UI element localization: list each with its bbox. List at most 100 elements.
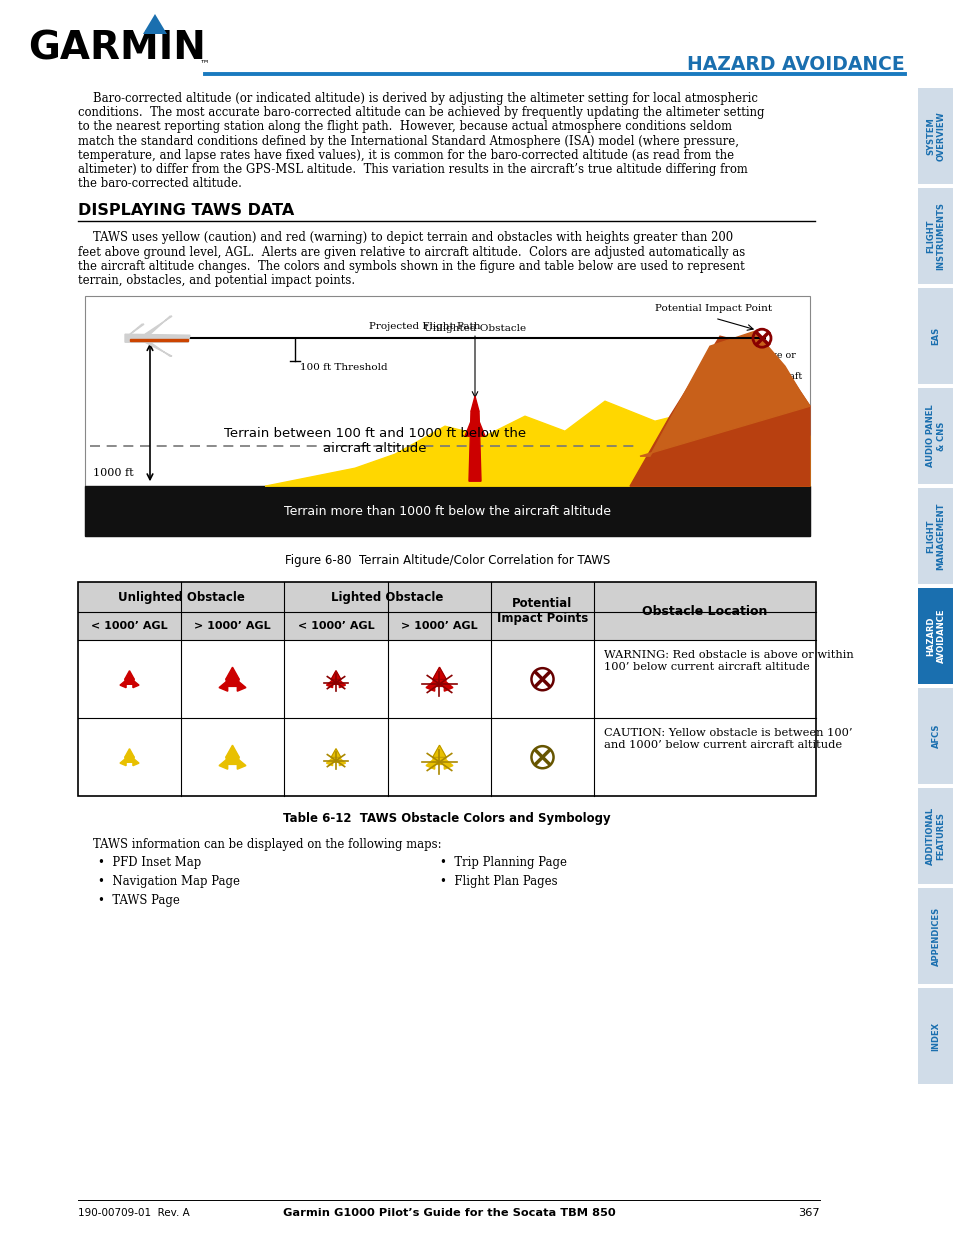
Polygon shape	[471, 396, 478, 411]
Text: Projected Flight Path: Projected Flight Path	[369, 322, 480, 331]
Bar	[85, 296, 809, 536]
Text: APPENDICES: APPENDICES	[930, 906, 940, 966]
Bar	[917, 488, 953, 584]
Text: > 1000’ AGL: > 1000’ AGL	[401, 621, 477, 631]
Polygon shape	[125, 335, 190, 342]
Text: 100 ft Threshold: 100 ft Threshold	[299, 363, 387, 372]
Text: conditions.  The most accurate baro-corrected altitude can be achieved by freque: conditions. The most accurate baro-corre…	[78, 106, 763, 120]
Text: < 1000’ AGL: < 1000’ AGL	[297, 621, 374, 631]
Polygon shape	[85, 487, 809, 536]
Polygon shape	[339, 680, 345, 688]
Bar	[917, 988, 953, 1084]
Text: CAUTION: Yellow obstacle is between 100’
and 1000’ below current aircraft altitu: CAUTION: Yellow obstacle is between 100’…	[603, 729, 852, 750]
Text: Lighted Obstacle: Lighted Obstacle	[331, 590, 443, 604]
Text: •  TAWS Page: • TAWS Page	[98, 894, 180, 908]
Text: Unlighted Obstacle: Unlighted Obstacle	[423, 325, 525, 333]
Bar	[917, 888, 953, 984]
Text: TAWS information can be displayed on the following maps:: TAWS information can be displayed on the…	[78, 839, 441, 851]
Text: •  Trip Planning Page: • Trip Planning Page	[439, 856, 566, 869]
Text: the aircraft altitude changes.  The colors and symbols shown in the figure and t: the aircraft altitude changes. The color…	[78, 259, 744, 273]
Polygon shape	[478, 421, 484, 436]
Polygon shape	[331, 757, 340, 762]
Bar	[917, 688, 953, 784]
Polygon shape	[629, 336, 809, 487]
Text: temperature, and lapse rates have fixed values), it is common for the baro-corre: temperature, and lapse rates have fixed …	[78, 148, 734, 162]
Polygon shape	[125, 671, 134, 679]
Text: Terrain between 100 ft and 1000 ft below the
aircraft altitude: Terrain between 100 ft and 1000 ft below…	[224, 427, 525, 456]
Text: Unlighted Obstacle: Unlighted Obstacle	[117, 590, 244, 604]
Polygon shape	[237, 680, 246, 692]
Polygon shape	[464, 421, 471, 436]
Polygon shape	[326, 758, 333, 766]
Bar	[78, 582, 815, 640]
Text: Obstacle Location: Obstacle Location	[641, 605, 767, 618]
Text: HAZARD AVOIDANCE: HAZARD AVOIDANCE	[687, 56, 904, 74]
Polygon shape	[132, 758, 139, 766]
Polygon shape	[130, 340, 188, 341]
Text: DISPLAYING TAWS DATA: DISPLAYING TAWS DATA	[78, 204, 294, 219]
Text: altimeter) to differ from the GPS-MSL altitude.  This variation results in the a: altimeter) to differ from the GPS-MSL al…	[78, 163, 747, 177]
Polygon shape	[331, 679, 340, 684]
Text: EAS: EAS	[930, 327, 940, 345]
Text: Garmin G1000 Pilot’s Guide for the Socata TBM 850: Garmin G1000 Pilot’s Guide for the Socat…	[282, 1208, 615, 1218]
Bar	[917, 88, 953, 184]
Text: to the nearest reporting station along the flight path.  However, because actual: to the nearest reporting station along t…	[78, 120, 731, 133]
Text: > 1000’ AGL: > 1000’ AGL	[194, 621, 271, 631]
Bar	[917, 788, 953, 884]
Polygon shape	[145, 316, 172, 335]
Polygon shape	[226, 667, 239, 679]
Text: the baro-corrected altitude.: the baro-corrected altitude.	[78, 177, 242, 190]
Text: FLIGHT
INSTRUMENTS: FLIGHT INSTRUMENTS	[925, 203, 944, 270]
Bar	[917, 388, 953, 484]
Polygon shape	[120, 758, 126, 766]
Polygon shape	[433, 757, 446, 764]
Text: •  PFD Inset Map: • PFD Inset Map	[98, 856, 201, 869]
Text: Terrain above or
within 100 ft
below the aircraft
altitude: Terrain above or within 100 ft below the…	[715, 351, 801, 391]
Text: GARMIN: GARMIN	[28, 30, 206, 68]
Polygon shape	[226, 679, 239, 687]
Text: Figure 6-80  Terrain Altitude/Color Correlation for TAWS: Figure 6-80 Terrain Altitude/Color Corre…	[285, 555, 610, 567]
Text: feet above ground level, AGL.  Alerts are given relative to aircraft altitude.  : feet above ground level, AGL. Alerts are…	[78, 246, 744, 258]
Text: Baro-corrected altitude (or indicated altitude) is derived by adjusting the alti: Baro-corrected altitude (or indicated al…	[78, 91, 757, 105]
Text: AFCS: AFCS	[930, 724, 940, 748]
Text: terrain, obstacles, and potential impact points.: terrain, obstacles, and potential impact…	[78, 274, 355, 287]
Text: 190-00709-01  Rev. A: 190-00709-01 Rev. A	[78, 1208, 190, 1218]
Polygon shape	[130, 325, 144, 335]
Polygon shape	[326, 680, 333, 688]
Polygon shape	[469, 411, 480, 482]
Polygon shape	[331, 671, 340, 679]
Polygon shape	[444, 758, 453, 769]
Text: Potential
Impact Points: Potential Impact Points	[497, 598, 587, 625]
Polygon shape	[639, 331, 809, 456]
Polygon shape	[132, 680, 139, 688]
Polygon shape	[219, 680, 228, 692]
Text: TAWS uses yellow (caution) and red (warning) to depict terrain and obstacles wit: TAWS uses yellow (caution) and red (warn…	[78, 231, 732, 245]
Polygon shape	[226, 745, 239, 757]
Polygon shape	[219, 758, 228, 769]
Text: SYSTEM
OVERVIEW: SYSTEM OVERVIEW	[925, 111, 944, 161]
Text: •  Navigation Map Page: • Navigation Map Page	[98, 876, 240, 888]
Text: FLIGHT
MANAGEMENT: FLIGHT MANAGEMENT	[925, 503, 944, 569]
Polygon shape	[265, 401, 809, 487]
Text: INDEX: INDEX	[930, 1021, 940, 1051]
Text: •  Flight Plan Pages: • Flight Plan Pages	[439, 876, 558, 888]
Polygon shape	[433, 667, 446, 679]
Text: match the standard conditions defined by the International Standard Atmosphere (: match the standard conditions defined by…	[78, 135, 739, 148]
Text: HAZARD
AVOIDANCE: HAZARD AVOIDANCE	[925, 609, 944, 663]
Polygon shape	[433, 745, 446, 757]
Text: Terrain more than 1000 ft below the aircraft altitude: Terrain more than 1000 ft below the airc…	[284, 505, 610, 517]
Text: ADDITIONAL
FEATURES: ADDITIONAL FEATURES	[925, 806, 944, 864]
Polygon shape	[433, 679, 446, 687]
Polygon shape	[125, 679, 134, 684]
Bar	[917, 588, 953, 684]
Polygon shape	[426, 680, 435, 692]
Polygon shape	[426, 758, 435, 769]
Polygon shape	[331, 748, 340, 757]
Polygon shape	[145, 342, 172, 356]
Polygon shape	[339, 758, 345, 766]
Text: 1000 ft: 1000 ft	[92, 468, 133, 478]
Polygon shape	[143, 14, 167, 35]
Polygon shape	[444, 680, 453, 692]
Bar	[917, 188, 953, 284]
Polygon shape	[226, 757, 239, 764]
